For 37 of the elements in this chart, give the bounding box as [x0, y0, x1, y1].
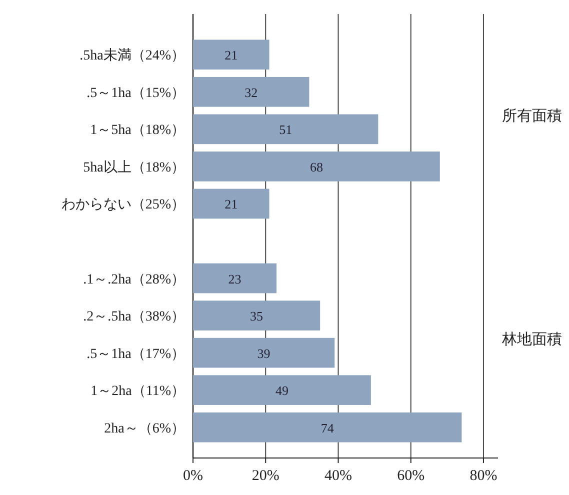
x-tick-label: 0%: [183, 468, 203, 484]
y-tick-label: .5～1ha（15%）: [86, 86, 185, 101]
data-label: 51: [279, 122, 292, 138]
data-label: 74: [320, 420, 334, 436]
y-tick-label: 5ha以上（18%）: [83, 159, 185, 176]
data-label: 35: [250, 308, 264, 324]
data-label: 21: [224, 48, 238, 63]
bar: [193, 114, 378, 144]
bar: [193, 77, 310, 107]
y-tick-label: .1～.2ha（28%）: [83, 272, 185, 288]
bar: [193, 300, 320, 330]
x-tick-label: 20%: [252, 468, 280, 484]
data-label: 49: [275, 383, 288, 398]
text: 林地面積: [501, 330, 562, 348]
y-tick-label: 1～2ha（11%）: [90, 384, 185, 400]
x-tick-label: 60%: [397, 468, 425, 484]
x-tick-label: 80%: [470, 468, 498, 484]
bar: [193, 152, 440, 182]
data-label: 68: [310, 159, 323, 174]
data-label: 39: [257, 346, 270, 361]
bar: [193, 338, 335, 368]
x-tick-label: 40%: [324, 468, 352, 484]
y-tick-label: .5～1ha（17%）: [86, 346, 185, 362]
y-tick-label: 2ha～（6%）: [104, 421, 185, 436]
bar: [193, 188, 270, 219]
bar: [193, 412, 462, 442]
text: 所有面積: [502, 107, 562, 124]
bar: [193, 263, 277, 294]
y-tick-label: .2～.5ha（38%）: [83, 310, 185, 325]
bar: [193, 375, 371, 405]
bar: [193, 40, 270, 70]
data-label: 32: [244, 84, 258, 100]
y-tick-label: .5ha未満（24%）: [80, 48, 185, 64]
y-tick-label: 1～5ha（18%）: [90, 123, 185, 138]
data-label: 23: [228, 271, 242, 286]
data-label: 21: [224, 196, 238, 212]
y-tick-label: わからない（25%）: [61, 198, 185, 213]
